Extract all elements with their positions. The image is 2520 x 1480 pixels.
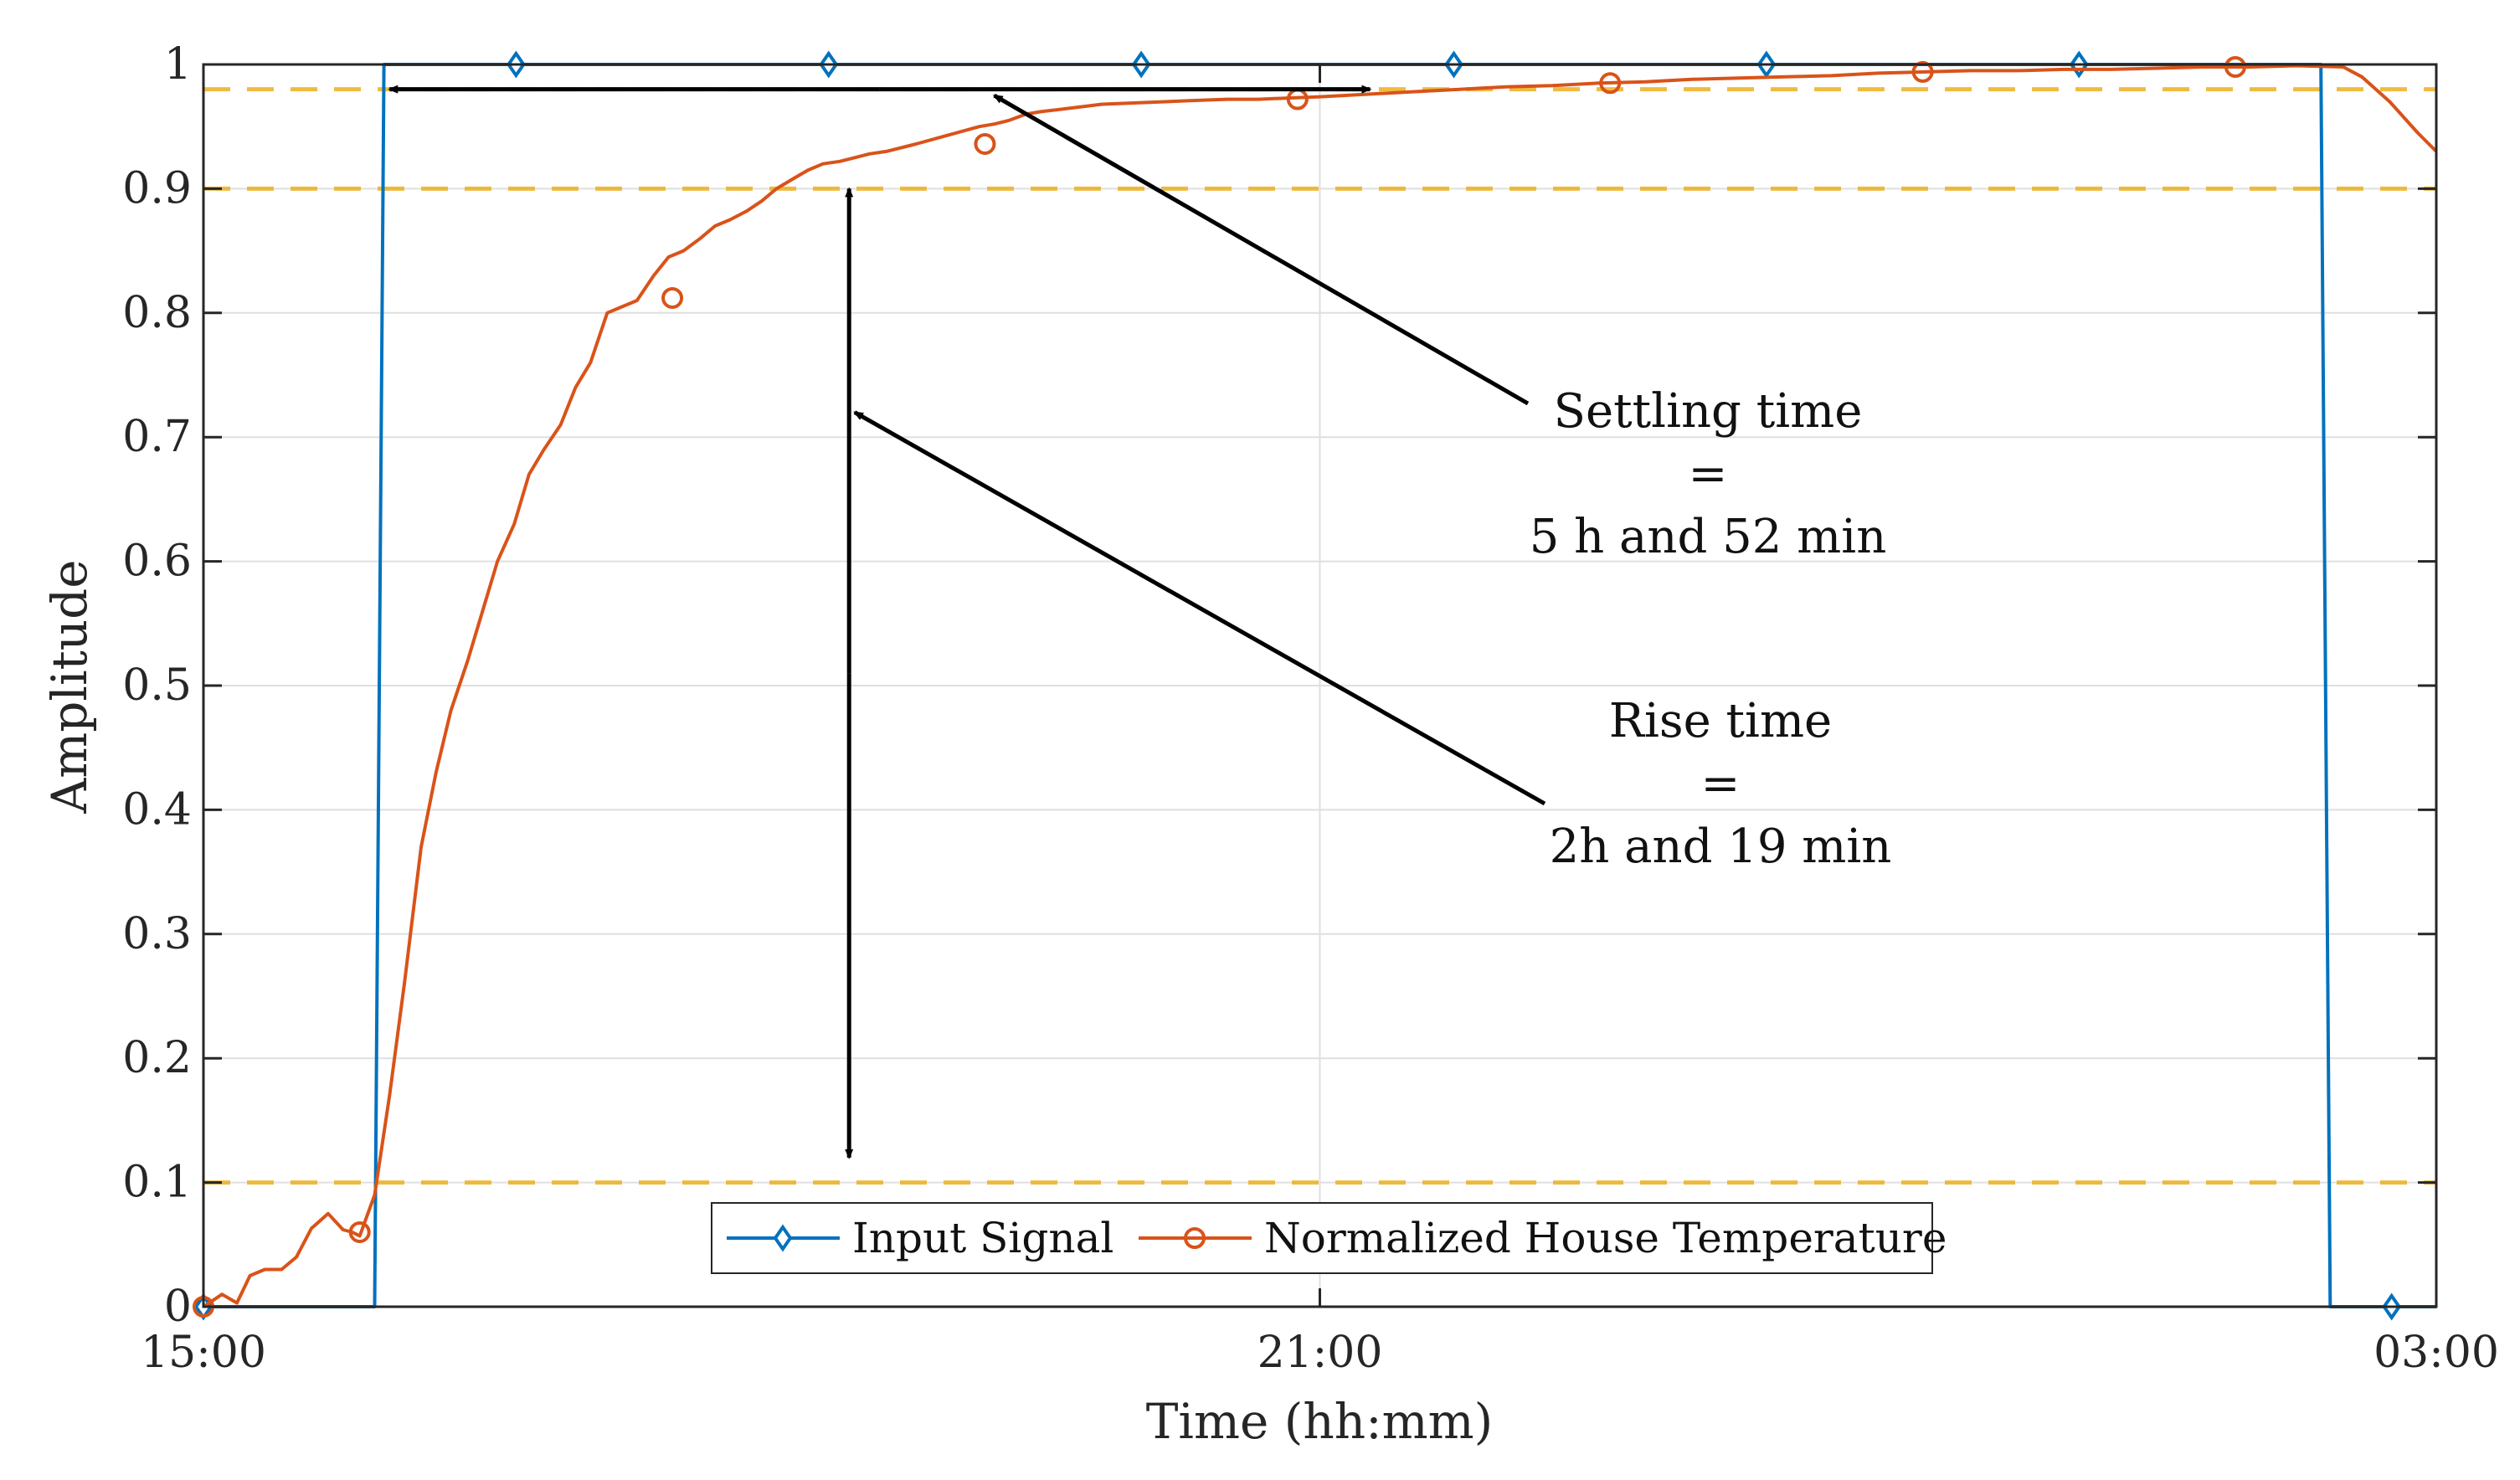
y-tick-label-5: 0.5 bbox=[122, 660, 192, 711]
legend-label-0: Input Signal bbox=[852, 1214, 1113, 1262]
y-axis-label: Amplitude bbox=[41, 559, 98, 814]
settling-annotation-line-2: 5 h and 52 min bbox=[1530, 510, 1887, 564]
series-1-marker-2 bbox=[661, 286, 684, 309]
y-tick-label-8: 0.8 bbox=[122, 288, 192, 338]
series-1-marker-1 bbox=[348, 1220, 371, 1243]
y-tick-label-0: 0 bbox=[164, 1282, 192, 1332]
legend-entry-1: Normalized House Temperature bbox=[1139, 1214, 1947, 1262]
settling-annotation-line-1: = bbox=[1689, 447, 1728, 501]
y-tick-label-4: 0.4 bbox=[122, 784, 192, 835]
rise-annotation-line-0: Rise time bbox=[1609, 694, 1832, 748]
annotations-layer: Settling time = 5 h and 52 min Rise time = 2h… bbox=[388, 85, 1892, 1159]
legend-marker-0 bbox=[773, 1224, 793, 1252]
legend-marker-1 bbox=[1184, 1227, 1206, 1249]
series-1-marker-5 bbox=[1599, 72, 1622, 95]
y-tick-label-10: 1 bbox=[164, 39, 192, 90]
x-tick-label-2: 03:00 bbox=[2373, 1328, 2499, 1378]
y-tick-label-9: 0.9 bbox=[122, 163, 192, 213]
rise-annotation-line-1: = bbox=[1701, 757, 1741, 811]
settling-annotation-line-0: Settling time bbox=[1554, 384, 1863, 439]
legend-box bbox=[711, 1202, 1933, 1274]
rise-pointer-arrow bbox=[853, 410, 1546, 806]
series-1-marker-7 bbox=[2224, 55, 2246, 78]
legend-label-1: Normalized House Temperature bbox=[1264, 1214, 1947, 1262]
x-tick-label-0: 15:00 bbox=[141, 1328, 266, 1378]
tick-labels: 0 0.1 0.2 0.3 0.4 0.5 0.6 0.7 0.8 0.9 1 15:00 21:00 0… bbox=[122, 39, 2499, 1378]
y-tick-label-2: 0.2 bbox=[122, 1033, 192, 1083]
series-1-marker-3 bbox=[974, 132, 996, 155]
y-tick-label-3: 0.3 bbox=[122, 909, 192, 959]
x-tick-label-1: 21:00 bbox=[1257, 1328, 1383, 1378]
x-axis-label: Time (hh:mm) bbox=[1146, 1393, 1494, 1450]
rise-annotation-line-2: 2h and 19 min bbox=[1550, 820, 1892, 874]
legend-entry-0: Input Signal bbox=[727, 1214, 1113, 1262]
series-line-1 bbox=[202, 64, 2438, 1308]
settling-pointer-arrow bbox=[992, 93, 1530, 406]
series-1-marker-6 bbox=[1911, 60, 1934, 83]
y-tick-label-1: 0.1 bbox=[122, 1158, 192, 1208]
legend[interactable]: Input Signal Normalized House Temperature bbox=[711, 1202, 1947, 1274]
y-tick-label-6: 0.6 bbox=[122, 537, 192, 587]
y-tick-label-7: 0.7 bbox=[122, 412, 192, 462]
